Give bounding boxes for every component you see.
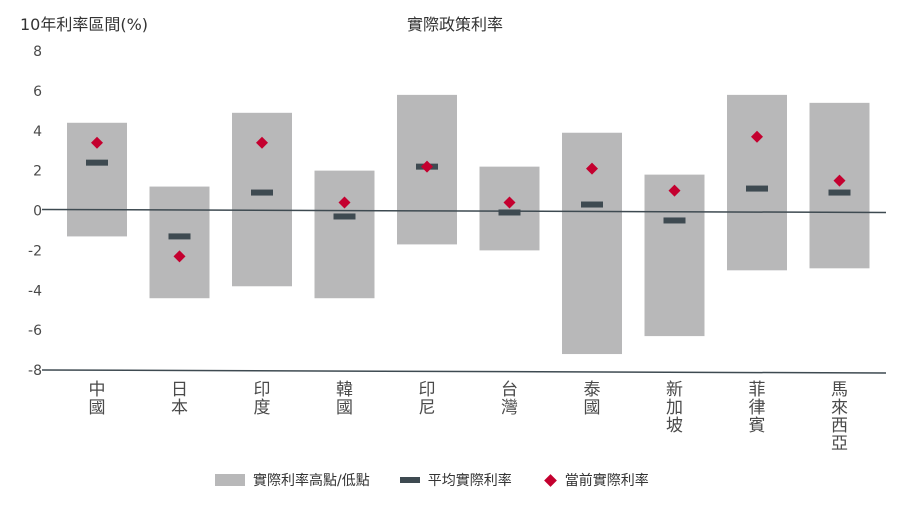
y-tick-label: -6 <box>28 323 42 339</box>
average-marker <box>333 213 356 220</box>
legend-item-current: 當前實際利率 <box>542 470 649 490</box>
average-marker <box>498 209 521 216</box>
category-label: 菲律賓 <box>749 380 766 436</box>
y-tick-label: 8 <box>33 44 42 60</box>
y-tick-label: 6 <box>33 84 42 100</box>
y-tick-label: -8 <box>28 363 42 379</box>
y-ticks: 8 6 4 2 0 -2 -4 -6 -8 <box>28 44 42 379</box>
category-label: 泰國 <box>584 380 601 418</box>
y-tick-label: 4 <box>33 124 42 140</box>
current-marker <box>751 130 763 143</box>
average-marker <box>746 185 768 192</box>
category-label: 日本 <box>171 380 188 418</box>
legend-swatch-current <box>543 473 557 487</box>
chart-title: 實際政策利率 <box>407 15 503 34</box>
y-tick-label: -2 <box>28 243 42 259</box>
average-marker <box>581 201 603 208</box>
legend-swatch-average <box>399 477 420 483</box>
current-marker <box>833 174 846 187</box>
average-marker <box>251 189 273 196</box>
category-labels: 中國 日本 印度 韓國 印尼 台灣 泰國 新加坡 菲律賓 馬來西亞 <box>89 380 849 454</box>
average-marker <box>828 189 851 196</box>
category-label: 印尼 <box>419 380 436 418</box>
category-label: 印度 <box>254 380 271 418</box>
range-bar <box>727 94 787 271</box>
current-marker <box>503 196 516 209</box>
x-axis-line <box>41 369 887 374</box>
current-marker <box>91 136 103 149</box>
legend-item-average: 平均實際利率 <box>399 470 512 490</box>
legend-item-range: 實際利率高點/低點 <box>215 470 370 490</box>
zero-axis-line <box>41 208 887 214</box>
average-marker <box>663 217 686 224</box>
y-axis-label: 10年利率區間(%) <box>20 15 148 34</box>
current-marker <box>256 136 268 149</box>
y-tick-label: 2 <box>33 164 42 180</box>
y-tick-label: -4 <box>28 283 42 299</box>
current-marker <box>668 184 681 197</box>
category-label: 馬來西亞 <box>831 380 848 454</box>
category-label: 台灣 <box>501 380 518 418</box>
legend-label-current: 當前實際利率 <box>564 473 649 489</box>
average-marker <box>168 233 191 240</box>
average-marker <box>86 159 108 166</box>
current-markers <box>91 130 846 263</box>
range-bar <box>314 170 375 299</box>
range-bars <box>67 94 870 355</box>
legend-swatch-range <box>215 474 245 486</box>
category-label: 新加坡 <box>666 380 683 436</box>
category-label: 中國 <box>89 380 106 418</box>
category-label: 韓國 <box>336 380 353 418</box>
range-bar <box>644 174 705 337</box>
current-marker <box>338 196 351 209</box>
zero-line <box>41 208 887 374</box>
current-marker <box>173 250 186 263</box>
legend-label-range: 實際利率高點/低點 <box>253 473 370 489</box>
y-tick-label: 0 <box>33 204 42 220</box>
legend-label-average: 平均實際利率 <box>427 473 512 489</box>
current-marker <box>586 162 598 175</box>
legend: 實際利率高點/低點 平均實際利率 當前實際利率 <box>215 470 679 490</box>
current-marker <box>421 160 433 173</box>
range-bar <box>149 186 210 299</box>
